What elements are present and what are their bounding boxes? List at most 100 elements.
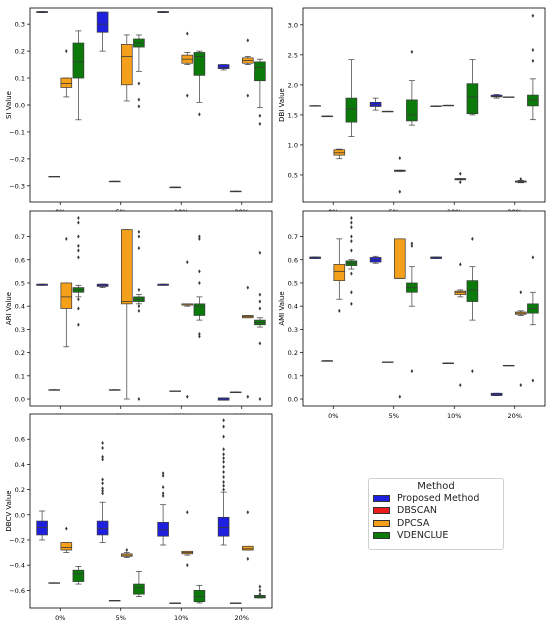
- outlier-point: [65, 236, 68, 241]
- y-tick-label: 1.5: [288, 111, 298, 119]
- y-tick-label: 0.5: [288, 171, 298, 179]
- outlier-point: [350, 215, 353, 220]
- box-body: [527, 94, 539, 107]
- legend-title: Method: [417, 481, 455, 492]
- box-dpcsa-10pct: [454, 262, 467, 388]
- outlier-point: [222, 483, 225, 488]
- box-vdenclue-5pct: [133, 229, 145, 402]
- outlier-point: [519, 383, 523, 388]
- outlier-point: [101, 486, 104, 491]
- box-dbscan-20pct: [502, 364, 515, 367]
- box-proposed-method-20pct: [490, 94, 503, 99]
- box-dpcsa-5pct: [394, 156, 406, 194]
- y-tick-label: 0.4: [15, 303, 25, 311]
- box-dbscan-5pct: [108, 180, 121, 183]
- chart-panel-4: 0.0 0.1 0.2 0.3 0.4 0.5 0.6 0.7 AMI Value 0% 5% 10%…: [278, 210, 546, 420]
- box-dbscan-20pct: [229, 602, 242, 604]
- legend-item-vdenclue: VDENCLUE: [369, 530, 503, 543]
- outlier-point: [222, 480, 225, 485]
- box-dpcsa-20pct: [515, 177, 527, 184]
- box-dbscan-20pct: [502, 96, 515, 98]
- box-body: [60, 77, 73, 88]
- outlier-point: [198, 112, 201, 117]
- outlier-point: [350, 271, 353, 276]
- box-proposed-method-10pct: [157, 283, 169, 286]
- outlier-point: [161, 485, 165, 490]
- outlier-point: [246, 556, 250, 561]
- x-tick-label: 20%: [508, 412, 522, 420]
- box-dpcsa-20pct: [515, 290, 527, 388]
- y-axis-label: SI Value: [5, 91, 13, 119]
- outlier-point: [398, 189, 402, 194]
- y-tick-label: 0.3: [288, 326, 298, 334]
- x-tick-label: 5%: [116, 614, 126, 620]
- y-tick-label: 0.6: [15, 256, 25, 264]
- box-vdenclue-5pct: [406, 49, 418, 126]
- box-body: [217, 64, 230, 69]
- y-axis-label: DBCV Value: [5, 490, 13, 531]
- box-dbscan-10pct: [442, 104, 454, 107]
- outlier-point: [101, 477, 104, 482]
- box-body: [193, 590, 206, 603]
- outlier-point: [350, 225, 353, 230]
- outlier-point: [410, 369, 414, 374]
- y-tick-label: 0.2: [288, 349, 298, 357]
- outlier-point: [222, 474, 225, 479]
- chart-panel-1: −0.3−0.2−0.10.00.10.20.3SI Value0%5%10%2…: [5, 7, 273, 216]
- outlier-point: [410, 49, 414, 54]
- legend-label-vdenclue: VDENCLUE: [397, 530, 449, 542]
- outlier-point: [137, 97, 141, 102]
- outlier-point: [258, 397, 262, 402]
- outlier-point: [101, 454, 104, 459]
- y-tick-label: 0.0: [288, 396, 298, 404]
- outlier-point: [222, 459, 225, 464]
- x-tick-label: 10%: [174, 614, 188, 620]
- legend-label-dbscan: DBSCAN: [397, 505, 437, 517]
- plot-area: [29, 413, 273, 609]
- outlier-point: [65, 49, 68, 54]
- outlier-point: [77, 255, 80, 260]
- outlier-point: [246, 285, 250, 290]
- chart-panel-5: −0.6 −0.4 −0.2 0.0 0.2 0.4 0.6 DBCV Value 0% 5% 10…: [5, 413, 273, 620]
- outlier-point: [137, 304, 141, 309]
- box-body: [193, 303, 206, 316]
- box-dpcsa-0pct: [60, 526, 73, 553]
- legend-label-dpcsa: DPCSA: [397, 517, 430, 529]
- box-dbscan-10pct: [169, 390, 181, 392]
- box-body: [193, 52, 206, 76]
- outlier-point: [246, 510, 250, 515]
- box-vdenclue-10pct: [193, 50, 206, 117]
- outlier-point: [198, 234, 201, 239]
- box-proposed-method-20pct: [217, 397, 230, 401]
- outlier-point: [531, 255, 535, 260]
- outlier-point: [350, 248, 353, 253]
- box-proposed-method-5pct: [96, 283, 109, 288]
- box-body: [254, 61, 266, 82]
- outlier-point: [258, 121, 262, 126]
- box-proposed-method-0pct: [309, 256, 321, 259]
- outlier-point: [222, 424, 225, 429]
- outlier-point: [531, 48, 535, 53]
- y-tick-label: 0.0: [15, 102, 25, 110]
- box-vdenclue-5pct: [133, 571, 145, 598]
- legend-label-proposed: Proposed Method: [397, 492, 480, 504]
- box-proposed-method-5pct: [96, 440, 109, 543]
- outlier-point: [459, 171, 462, 176]
- y-tick-label: 0.1: [15, 372, 25, 380]
- y-tick-label: 0.3: [15, 21, 25, 29]
- outlier-point: [198, 269, 201, 274]
- outlier-point: [459, 262, 462, 267]
- y-tick-label: 3.0: [288, 21, 298, 29]
- y-tick-label: 0.6: [288, 256, 298, 264]
- outlier-point: [161, 491, 165, 496]
- box-vdenclue-0pct: [72, 215, 85, 327]
- box-vdenclue-0pct: [345, 215, 358, 306]
- y-tick-label: 2.5: [288, 51, 298, 59]
- box-body: [406, 99, 418, 122]
- outlier-point: [186, 260, 189, 265]
- outlier-point: [410, 241, 414, 246]
- y-axis-label: DBI Value: [278, 88, 286, 122]
- box-dbscan-0pct: [48, 389, 60, 391]
- box-dpcsa-10pct: [181, 31, 194, 98]
